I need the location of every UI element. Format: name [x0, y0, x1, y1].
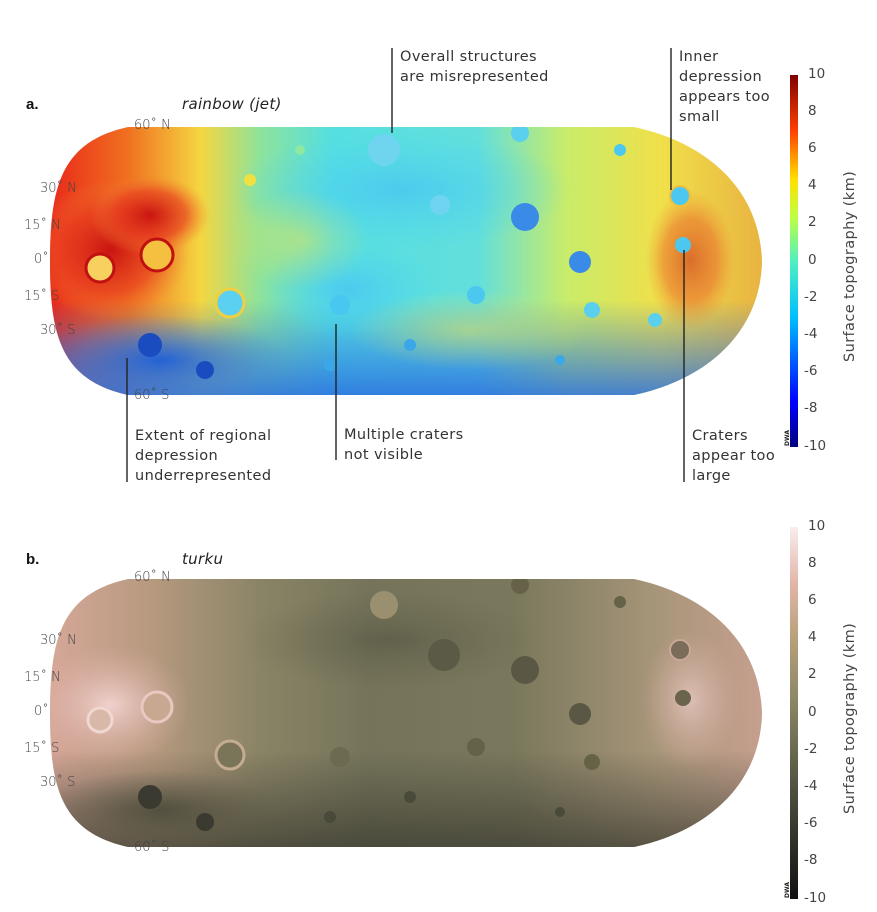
lat-label-15n-b: 15˚ N	[24, 670, 61, 685]
lat-label-30n-b: 30˚ N	[40, 633, 77, 648]
annotation-line: Overall structures	[400, 49, 537, 65]
lat-label-60s-b: 60˚ S	[134, 840, 170, 855]
annotation-line: appears too	[679, 89, 771, 105]
annotation-line: Craters	[692, 428, 748, 444]
panel-a-title: rainbow (jet)	[182, 95, 282, 113]
colorbar-a-tick: -10	[804, 438, 827, 454]
colorbar-b-tick: -10	[804, 890, 827, 906]
colorbar-a-tick: -6	[804, 363, 818, 379]
colorbar-b-tick: -2	[804, 741, 818, 757]
annotation-line: depression	[135, 448, 219, 464]
colorbar-b	[790, 527, 798, 899]
colorbar-b-tick: 4	[808, 629, 817, 645]
colorbar-a-tick: 8	[808, 103, 817, 119]
colorbar-a-credit: DWA	[784, 430, 791, 446]
panel-a-letter: a.	[26, 96, 39, 113]
annotation-inner-depression: Inner depression appears too small	[679, 47, 770, 127]
map-a-jet	[50, 127, 762, 395]
annotation-line: Extent of regional	[135, 428, 272, 444]
colorbar-a-label: Surface topography (km)	[842, 170, 858, 362]
annotation-line: large	[692, 468, 731, 484]
lat-label-15s-b: 15˚ S	[24, 741, 60, 756]
colorbar-a-tick: -4	[804, 326, 818, 342]
colorbar-b-tick: 10	[808, 518, 826, 534]
colorbar-a	[790, 75, 798, 447]
annotation-leader-lines-a	[126, 48, 685, 482]
annotation-line: underrepresented	[135, 468, 272, 484]
annotation-line: Inner	[679, 49, 719, 65]
lat-label-0-a: 0˚	[34, 252, 49, 267]
colorbar-a-tick: 4	[808, 177, 817, 193]
colorbar-a-tick: 6	[808, 140, 817, 156]
lat-label-15s-a: 15˚ S	[24, 289, 60, 304]
panel-b-title: turku	[182, 550, 224, 568]
annotation-line: depression	[679, 69, 763, 85]
annotation-line: are misrepresented	[400, 69, 549, 85]
colorbar-a-tick: 2	[808, 214, 817, 230]
lat-label-30s-a: 30˚ S	[40, 323, 76, 338]
lat-label-0-b: 0˚	[34, 704, 49, 719]
lat-label-30n-a: 30˚ N	[40, 181, 77, 196]
lat-label-60s-a: 60˚ S	[134, 388, 170, 403]
annotation-line: Multiple craters	[344, 427, 464, 443]
annotation-line: not visible	[344, 447, 424, 463]
lat-label-60n-b: 60˚ N	[134, 570, 171, 585]
lat-label-60n-a: 60˚ N	[134, 118, 171, 133]
annotation-multiple-craters: Multiple craters not visible	[344, 425, 464, 465]
colorbar-b-tick: 6	[808, 592, 817, 608]
annotation-regional-depression: Extent of regional depression underrepre…	[135, 426, 271, 486]
annotation-craters-large: Craters appear too large	[692, 426, 775, 486]
annotation-line: small	[679, 109, 720, 125]
colorbar-b-tick: 2	[808, 666, 817, 682]
map-b-turku	[50, 579, 762, 847]
panel-b-letter: b.	[26, 551, 40, 568]
colorbar-a-tick: 10	[808, 66, 826, 82]
colorbar-b-tick: -4	[804, 778, 818, 794]
colorbar-b-tick: 0	[808, 704, 817, 720]
lat-label-30s-b: 30˚ S	[40, 775, 76, 790]
annotation-overall-structures: Overall structures are misrepresented	[400, 47, 549, 87]
colorbar-b-credit: DWA	[784, 882, 791, 898]
colorbar-b-tick: -6	[804, 815, 818, 831]
colorbar-a-tick: -2	[804, 289, 818, 305]
colorbar-b-label: Surface topography (km)	[842, 622, 858, 814]
annotation-line: appear too	[692, 448, 776, 464]
colorbar-a-tick: 0	[808, 252, 817, 268]
lat-label-15n-a: 15˚ N	[24, 218, 61, 233]
colorbar-a-tick: -8	[804, 400, 818, 416]
colorbar-b-tick: 8	[808, 555, 817, 571]
colorbar-b-tick: -8	[804, 852, 818, 868]
